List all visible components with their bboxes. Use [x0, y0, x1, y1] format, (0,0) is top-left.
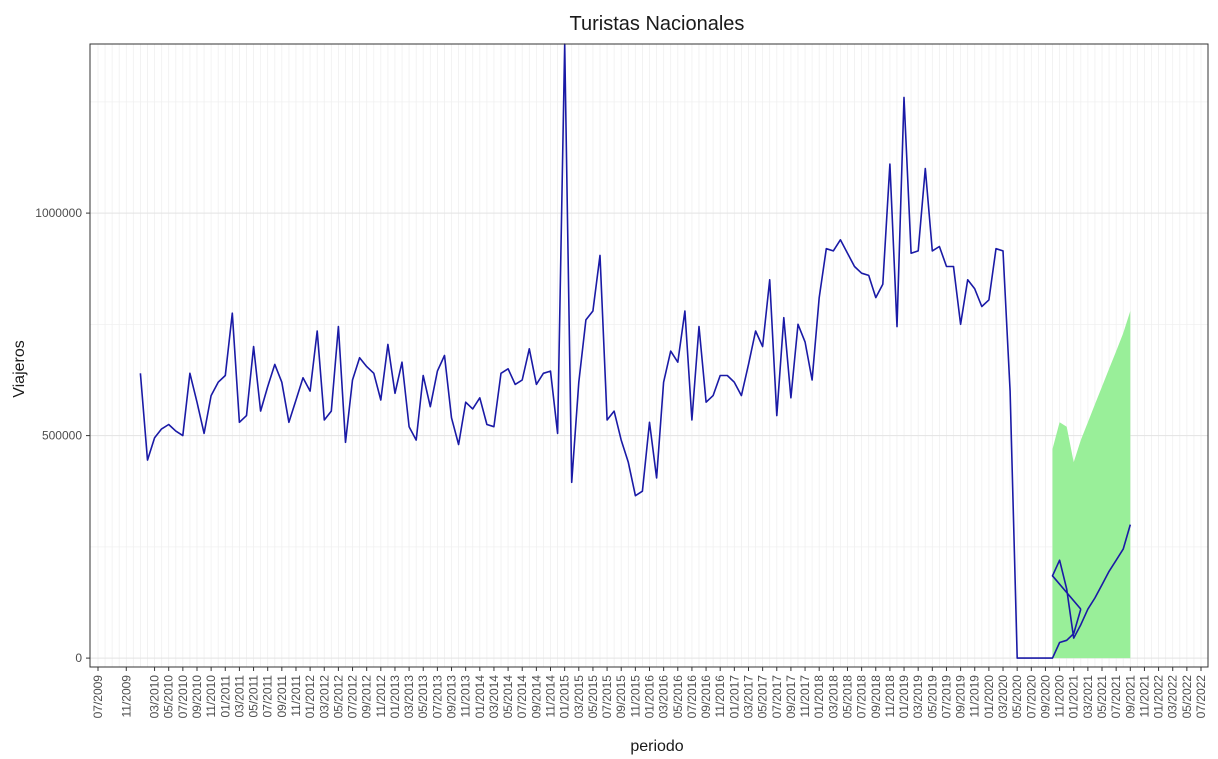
- x-tick-label: 11/2011: [289, 675, 303, 717]
- x-tick-label: 05/2016: [671, 675, 685, 719]
- x-tick-label: 01/2018: [812, 675, 826, 719]
- x-tick-label: 07/2020: [1024, 675, 1038, 719]
- x-tick-label: 03/2022: [1166, 675, 1180, 719]
- x-tick-label: 11/2021: [1137, 675, 1151, 718]
- x-tick-label: 09/2016: [699, 675, 713, 719]
- x-tick-label: 05/2010: [162, 675, 176, 719]
- x-tick-label: 07/2013: [430, 675, 444, 719]
- x-tick-label: 03/2011: [232, 675, 246, 718]
- x-tick-label: 03/2013: [402, 675, 416, 719]
- x-tick-label: 11/2020: [1053, 675, 1067, 718]
- x-tick-label: 11/2017: [798, 675, 812, 718]
- x-tick-label: 05/2020: [1010, 675, 1024, 719]
- x-tick-label: 01/2022: [1152, 675, 1166, 719]
- x-tick-label: 01/2013: [388, 675, 402, 719]
- x-tick-label: 11/2009: [119, 675, 133, 718]
- chart-title: Turistas Nacionales: [570, 13, 745, 35]
- x-tick-label: 03/2012: [317, 675, 331, 719]
- x-tick-label: 09/2014: [529, 675, 543, 719]
- y-tick-label: 500000: [42, 429, 82, 443]
- x-tick-label: 07/2012: [346, 675, 360, 719]
- x-tick-label: 07/2019: [940, 675, 954, 719]
- x-tick-label: 01/2020: [982, 675, 996, 719]
- x-tick-label: 03/2020: [996, 675, 1010, 719]
- x-tick-label: 07/2018: [855, 675, 869, 719]
- x-tick-label: 07/2009: [91, 675, 105, 719]
- x-axis-title: periodo: [630, 738, 683, 755]
- x-tick-label: 09/2018: [869, 675, 883, 719]
- x-tick-label: 01/2015: [558, 675, 572, 719]
- x-tick-label: 01/2016: [643, 675, 657, 719]
- x-tick-label: 05/2013: [416, 675, 430, 719]
- y-axis-ticks: 0 500000 1000000: [35, 206, 90, 665]
- x-tick-label: 11/2010: [204, 675, 218, 718]
- x-tick-label: 07/2010: [176, 675, 190, 719]
- x-tick-label: 11/2012: [374, 675, 388, 718]
- observed-series-line: [139, 43, 1082, 659]
- x-tick-label: 05/2019: [925, 675, 939, 719]
- x-tick-label: 03/2014: [487, 675, 501, 719]
- x-tick-label: 05/2014: [501, 675, 515, 719]
- x-tick-label: 03/2019: [911, 675, 925, 719]
- x-tick-label: 07/2021: [1109, 675, 1123, 719]
- x-tick-label: 05/2012: [331, 675, 345, 719]
- x-tick-label: 07/2011: [261, 675, 275, 718]
- y-axis-title: Viajeros: [11, 340, 28, 398]
- x-tick-label: 09/2015: [614, 675, 628, 719]
- x-tick-label: 07/2014: [515, 675, 529, 719]
- x-tick-label: 01/2014: [473, 675, 487, 719]
- x-tick-label: 07/2016: [685, 675, 699, 719]
- grid-layer: [90, 44, 1208, 667]
- x-tick-label: 11/2015: [628, 675, 642, 718]
- x-tick-label: 05/2017: [756, 675, 770, 719]
- x-tick-label: 07/2022: [1194, 675, 1208, 719]
- x-tick-label: 01/2017: [727, 675, 741, 719]
- x-tick-label: 03/2010: [148, 675, 162, 719]
- forecast-series-line: [1051, 524, 1132, 639]
- x-tick-label: 11/2018: [883, 675, 897, 718]
- x-tick-label: 09/2021: [1123, 675, 1137, 719]
- x-axis-ticks: 07/2009 11/2009 03/2010 05/2010 07/2010 09/20…: [91, 667, 1208, 718]
- y-tick-label: 1000000: [35, 206, 82, 220]
- line-layer: [139, 43, 1132, 659]
- x-tick-label: 01/2011: [218, 675, 232, 718]
- x-tick-label: 11/2019: [968, 675, 982, 718]
- x-tick-label: 09/2010: [190, 675, 204, 719]
- x-tick-label: 05/2011: [247, 675, 261, 718]
- panel-border: [89, 43, 1209, 668]
- x-tick-label: 01/2012: [303, 675, 317, 719]
- x-tick-label: 09/2012: [360, 675, 374, 719]
- confidence-band-layer: [1052, 311, 1131, 659]
- x-tick-label: 05/2015: [586, 675, 600, 719]
- x-tick-label: 03/2017: [742, 675, 756, 719]
- forecast-confidence-band: [1052, 311, 1131, 659]
- x-tick-label: 03/2021: [1081, 675, 1095, 719]
- x-tick-label: 07/2017: [770, 675, 784, 719]
- x-tick-label: 09/2020: [1038, 675, 1052, 719]
- x-tick-label: 05/2022: [1180, 675, 1194, 719]
- x-tick-label: 05/2018: [841, 675, 855, 719]
- y-tick-label: 0: [75, 651, 82, 665]
- x-tick-label: 09/2011: [275, 675, 289, 718]
- x-tick-label: 09/2019: [954, 675, 968, 719]
- x-tick-label: 03/2018: [826, 675, 840, 719]
- x-tick-label: 03/2016: [657, 675, 671, 719]
- x-tick-label: 03/2015: [572, 675, 586, 719]
- x-tick-label: 11/2013: [459, 675, 473, 718]
- x-tick-label: 07/2015: [600, 675, 614, 719]
- x-tick-label: 09/2017: [784, 675, 798, 719]
- x-tick-label: 09/2013: [445, 675, 459, 719]
- x-tick-label: 11/2016: [713, 675, 727, 718]
- x-tick-label: 11/2014: [544, 675, 558, 718]
- x-tick-label: 01/2019: [897, 675, 911, 719]
- x-tick-label: 05/2021: [1095, 675, 1109, 719]
- x-tick-label: 01/2021: [1067, 675, 1081, 719]
